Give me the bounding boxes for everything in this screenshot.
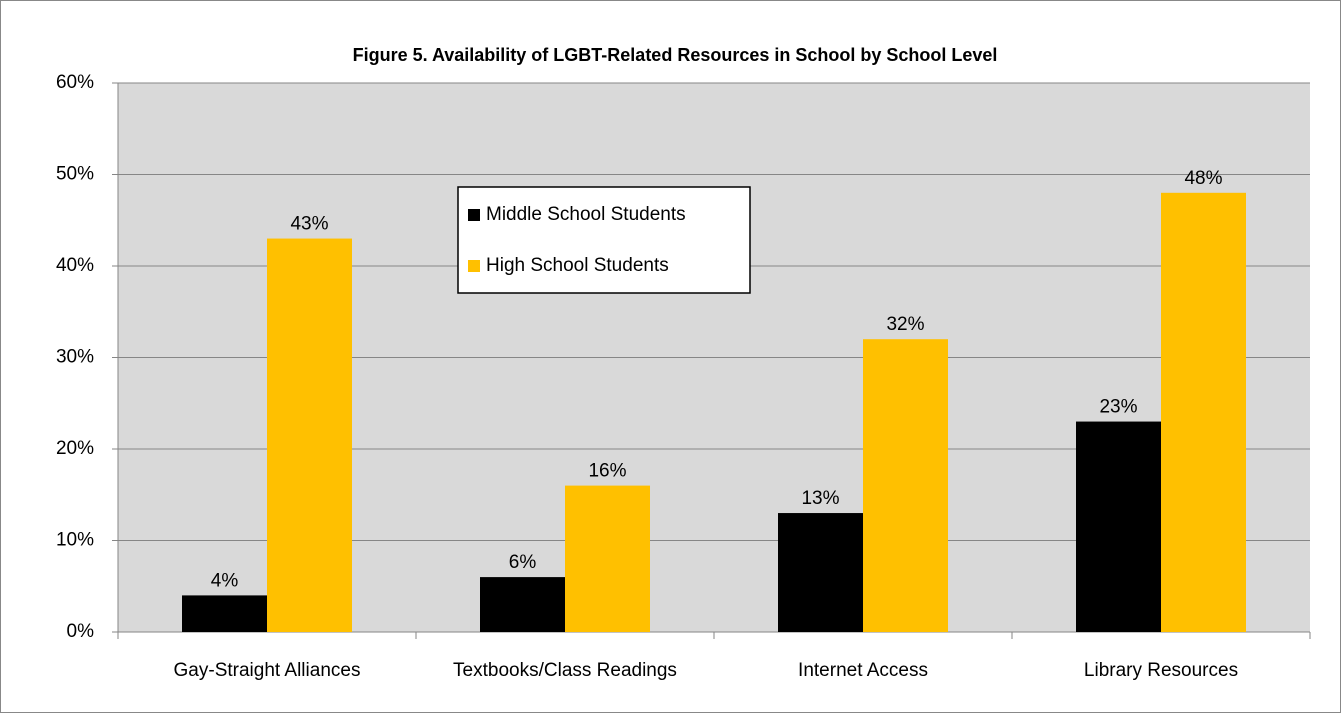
legend-label: Middle School Students bbox=[486, 204, 686, 225]
data-label: 6% bbox=[509, 552, 537, 573]
data-label: 32% bbox=[886, 314, 924, 335]
y-tick-label: 0% bbox=[67, 621, 95, 642]
legend-label: High School Students bbox=[486, 255, 669, 276]
data-label: 23% bbox=[1099, 397, 1137, 418]
bar bbox=[863, 339, 948, 632]
bar bbox=[267, 238, 352, 633]
y-tick-label: 50% bbox=[56, 164, 94, 185]
legend-swatch bbox=[468, 260, 480, 272]
y-tick-label: 40% bbox=[56, 255, 94, 276]
x-tick-label: Textbooks/Class Readings bbox=[453, 660, 677, 681]
chart-title: Figure 5. Availability of LGBT-Related R… bbox=[353, 45, 998, 65]
bar bbox=[182, 595, 267, 632]
x-tick-label: Internet Access bbox=[798, 660, 928, 681]
bar bbox=[565, 485, 650, 632]
data-label: 43% bbox=[290, 214, 328, 235]
y-tick-label: 10% bbox=[56, 530, 94, 551]
bar bbox=[480, 577, 565, 632]
data-label: 4% bbox=[211, 570, 239, 591]
bar bbox=[778, 513, 863, 632]
x-tick-label: Library Resources bbox=[1084, 660, 1238, 681]
legend-swatch bbox=[468, 209, 480, 221]
x-tick-label: Gay-Straight Alliances bbox=[174, 660, 361, 681]
bar bbox=[1161, 192, 1246, 633]
data-label: 13% bbox=[801, 488, 839, 509]
y-tick-label: 60% bbox=[56, 72, 94, 93]
data-label: 16% bbox=[588, 461, 626, 482]
y-tick-label: 30% bbox=[56, 347, 94, 368]
y-tick-label: 20% bbox=[56, 438, 94, 459]
data-label: 48% bbox=[1184, 168, 1222, 189]
legend-box bbox=[457, 186, 751, 294]
bar bbox=[1076, 421, 1161, 632]
